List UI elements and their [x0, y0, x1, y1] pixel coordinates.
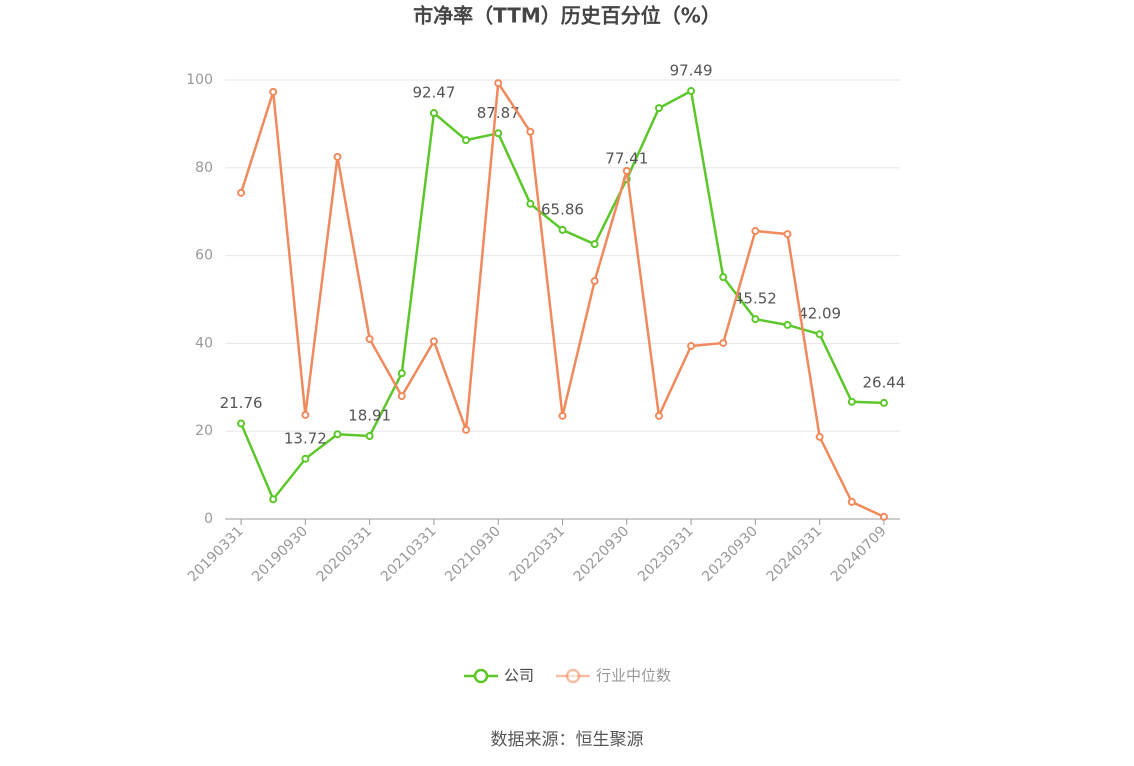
data-point	[879, 398, 888, 407]
data-point	[429, 109, 438, 118]
data-point	[558, 225, 567, 234]
data-point	[751, 315, 760, 324]
data-point	[333, 430, 342, 439]
data-point	[815, 330, 824, 339]
x-tick-label: 20240331	[764, 523, 826, 585]
data-point	[269, 87, 278, 96]
data-point	[526, 199, 535, 208]
data-point	[237, 419, 246, 428]
x-tick-label: 20210331	[378, 523, 440, 585]
data-point	[783, 230, 792, 239]
x-tick-label: 20220930	[571, 523, 633, 585]
data-label: 21.76	[220, 394, 263, 412]
data-label: 97.49	[670, 62, 713, 80]
data-point	[783, 320, 792, 329]
data-point	[365, 335, 374, 344]
data-point	[719, 273, 728, 282]
x-tick-label: 20230930	[699, 523, 761, 585]
data-point	[815, 432, 824, 441]
y-tick-label: 20	[195, 423, 213, 439]
data-point	[494, 79, 503, 88]
data-point	[751, 227, 760, 236]
x-tick-label: 20190930	[249, 523, 311, 585]
data-label: 13.72	[284, 429, 327, 447]
data-point	[462, 136, 471, 145]
data-point	[590, 240, 599, 249]
data-point	[333, 152, 342, 161]
data-label: 45.52	[734, 290, 777, 308]
data-point	[719, 338, 728, 347]
y-tick-label: 0	[204, 511, 213, 527]
x-tick-label: 20210930	[442, 523, 504, 585]
legend-marker	[473, 668, 489, 684]
data-point	[397, 392, 406, 401]
data-point	[847, 497, 856, 506]
y-tick-label: 100	[186, 72, 213, 88]
data-point	[654, 104, 663, 113]
y-tick-label: 80	[195, 160, 213, 176]
data-point	[462, 425, 471, 434]
y-tick-label: 60	[195, 248, 213, 264]
data-point	[301, 454, 310, 463]
data-point	[687, 87, 696, 96]
data-label: 87.87	[477, 104, 520, 122]
data-point	[494, 129, 503, 138]
legend-item: 公司	[464, 667, 534, 685]
data-point	[654, 411, 663, 420]
data-point	[397, 369, 406, 378]
data-point	[429, 337, 438, 346]
chart-title: 市净率（TTM）历史百分位（%）	[413, 4, 721, 28]
x-tick-label: 20200331	[314, 523, 376, 585]
legend-marker	[565, 668, 581, 684]
data-label: 77.41	[605, 150, 648, 168]
source: 数据来源：恒生聚源	[491, 730, 644, 750]
data-label: 42.09	[798, 305, 841, 323]
x-tick-label: 20230331	[635, 523, 697, 585]
legend-label: 行业中位数	[596, 667, 671, 685]
y-tick-label: 40	[195, 335, 213, 351]
data-point	[590, 277, 599, 286]
data-point	[687, 342, 696, 351]
data-point	[526, 127, 535, 136]
series-line	[239, 79, 885, 518]
data-label: 26.44	[862, 373, 905, 391]
data-point	[847, 397, 856, 406]
data-point	[237, 188, 246, 197]
data-label: 18.91	[348, 406, 391, 424]
x-tick-label: 20220331	[506, 523, 568, 585]
data-point	[558, 411, 567, 420]
data-label: 92.47	[412, 84, 455, 102]
data-point	[301, 410, 310, 419]
legend-item: 行业中位数	[556, 667, 671, 685]
x-tick-label: 20240709	[828, 523, 890, 585]
legend-label: 公司	[504, 667, 534, 685]
x-tick-label: 20190331	[185, 523, 247, 585]
data-point	[622, 166, 631, 175]
data-point	[365, 431, 374, 440]
data-point	[879, 512, 888, 521]
data-label: 65.86	[541, 200, 584, 218]
data-point	[269, 495, 278, 504]
